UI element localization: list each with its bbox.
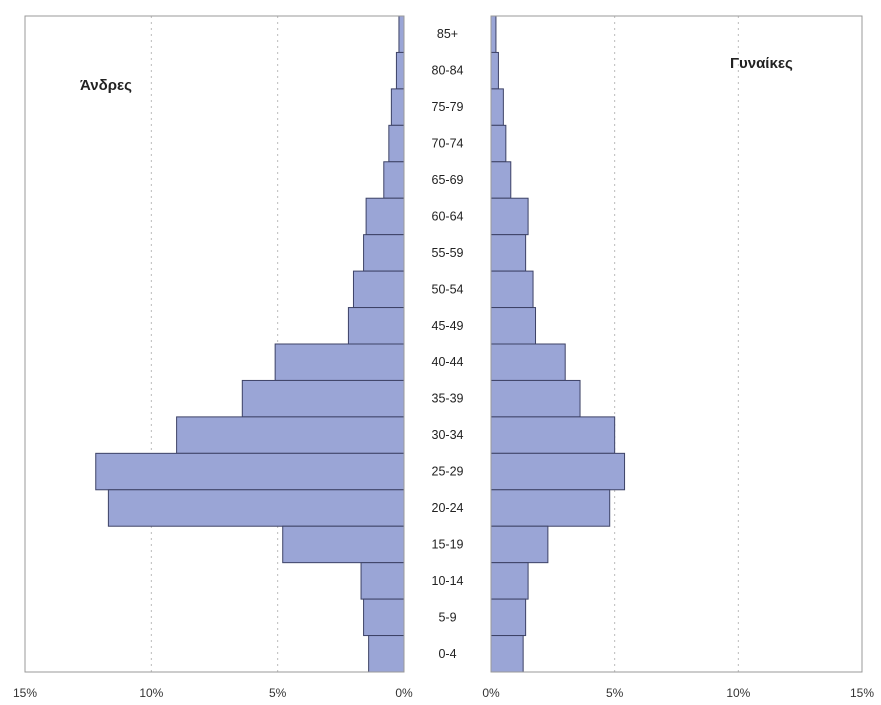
left-plot-frame xyxy=(24,15,405,673)
women-bar-10-14 xyxy=(490,562,529,600)
age-label-15-19: 15-19 xyxy=(432,537,464,551)
women-bar-60-64 xyxy=(490,197,529,236)
age-label-50-54: 50-54 xyxy=(432,282,464,296)
women-bar-20-24 xyxy=(490,489,611,527)
age-label-35-39: 35-39 xyxy=(432,392,464,406)
women-bars xyxy=(490,15,626,673)
left-x-tick-label: 15% xyxy=(13,686,37,700)
men-bar-70-74 xyxy=(388,124,405,163)
age-label-80-84: 80-84 xyxy=(432,64,464,78)
men-panel-title: Άνδρες xyxy=(80,77,132,94)
men-bar-45-49 xyxy=(347,307,405,345)
right-x-tick-label: 15% xyxy=(850,686,874,700)
men-bar-25-29 xyxy=(95,452,405,491)
age-label-20-24: 20-24 xyxy=(432,501,464,515)
age-label-0-4: 0-4 xyxy=(438,647,456,661)
left-x-tick-label: 5% xyxy=(269,686,287,700)
women-bar-55-59 xyxy=(490,234,527,272)
men-bar-30-34 xyxy=(176,416,405,454)
women-bar-45-49 xyxy=(490,307,537,345)
age-label-30-34: 30-34 xyxy=(432,428,464,442)
left-x-tick-labels: 0% 5% 10% 15% xyxy=(13,686,413,700)
right-x-tick-labels: 0% 5% 10% 15% xyxy=(482,686,874,700)
women-panel-title: Γυναίκες xyxy=(730,55,793,72)
age-label-55-59: 55-59 xyxy=(432,246,464,260)
women-bar-15-19 xyxy=(490,525,549,564)
women-bar-80-84 xyxy=(490,51,499,90)
men-bar-10-14 xyxy=(360,562,405,600)
age-label-75-79: 75-79 xyxy=(432,100,464,114)
men-bar-5-9 xyxy=(363,598,405,637)
age-label-10-14: 10-14 xyxy=(432,574,464,588)
men-bars xyxy=(95,15,405,673)
men-bar-65-69 xyxy=(383,161,405,199)
women-bar-85+ xyxy=(490,15,497,53)
age-group-labels: 85+ 80-84 75-79 70-74 65-69 60-64 55-59 50-54 45… xyxy=(432,27,464,661)
men-bar-80-84 xyxy=(395,51,405,90)
age-label-65-69: 65-69 xyxy=(432,173,464,187)
women-bar-25-29 xyxy=(490,452,626,491)
women-bar-65-69 xyxy=(490,161,512,199)
age-label-60-64: 60-64 xyxy=(432,209,464,223)
left-gridlines xyxy=(150,16,279,672)
men-bar-85+ xyxy=(398,15,405,53)
men-bar-50-54 xyxy=(352,270,405,309)
women-bar-30-34 xyxy=(490,416,616,454)
women-bar-70-74 xyxy=(490,124,507,163)
left-x-tick-label: 0% xyxy=(395,686,413,700)
women-bar-0-4 xyxy=(490,635,524,673)
men-bar-0-4 xyxy=(368,635,405,673)
right-plot-frame xyxy=(490,15,863,673)
women-bar-5-9 xyxy=(490,598,527,637)
left-x-tick-label: 10% xyxy=(139,686,163,700)
right-gridlines xyxy=(614,16,739,672)
age-label-70-74: 70-74 xyxy=(432,137,464,151)
women-bar-75-79 xyxy=(490,88,504,126)
men-bar-35-39 xyxy=(241,379,405,418)
age-label-5-9: 5-9 xyxy=(438,610,456,624)
women-bar-35-39 xyxy=(490,379,581,418)
women-bar-50-54 xyxy=(490,270,534,309)
age-label-45-49: 45-49 xyxy=(432,319,464,333)
men-bar-20-24 xyxy=(107,489,405,527)
right-x-tick-label: 0% xyxy=(482,686,500,700)
age-label-85+: 85+ xyxy=(437,27,458,41)
right-x-tick-label: 5% xyxy=(606,686,624,700)
women-bar-40-44 xyxy=(490,343,566,381)
men-bar-15-19 xyxy=(282,525,405,564)
right-x-tick-label: 10% xyxy=(726,686,750,700)
men-bar-60-64 xyxy=(365,197,405,236)
age-label-25-29: 25-29 xyxy=(432,465,464,479)
men-bar-75-79 xyxy=(390,88,405,126)
age-label-40-44: 40-44 xyxy=(432,355,464,369)
men-bar-55-59 xyxy=(363,234,405,272)
men-bar-40-44 xyxy=(274,343,405,381)
